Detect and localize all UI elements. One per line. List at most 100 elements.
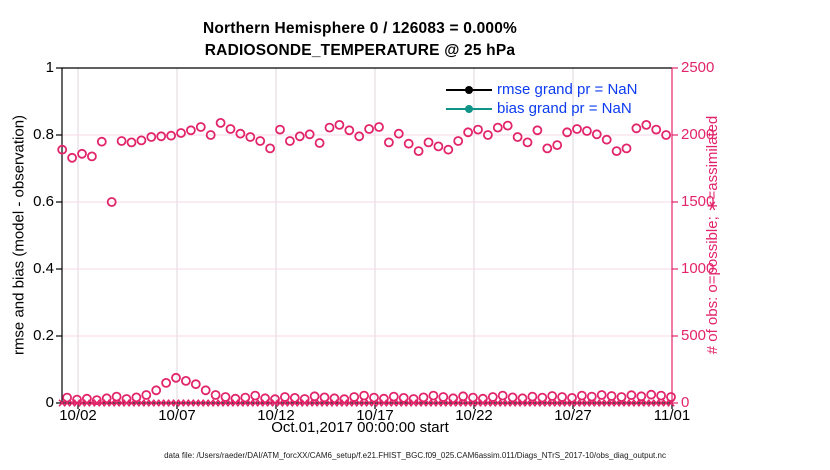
data-point-possible — [621, 143, 632, 154]
data-point-possible — [62, 392, 72, 403]
data-point-possible — [661, 130, 671, 140]
data-point-possible — [195, 122, 206, 132]
data-point-possible — [324, 122, 335, 133]
x-tick-label: 10/22 — [455, 407, 493, 424]
data-point-possible — [87, 151, 97, 162]
data-point-possible — [334, 120, 345, 130]
data-point-possible — [453, 136, 464, 146]
data-point-possible — [552, 140, 563, 151]
data-point-possible — [240, 392, 251, 403]
left-y-tick-label: 0.6 — [33, 193, 54, 210]
data-point-possible — [557, 392, 567, 402]
x-axis-label: Oct.01,2017 00:00:00 start — [271, 419, 449, 436]
data-point-possible — [383, 137, 394, 148]
data-point-possible — [364, 124, 375, 134]
left-y-tick-label: 0.2 — [33, 327, 54, 344]
left-y-tick-label: 0 — [45, 394, 54, 411]
data-point-possible — [666, 392, 676, 402]
data-point-possible — [403, 138, 414, 149]
legend: rmse grand pr = NaN bias grand pr = NaN — [446, 80, 637, 118]
right-y-tick-label: 2500 — [681, 59, 715, 76]
data-point-possible — [423, 137, 434, 148]
data-point-possible — [577, 390, 587, 401]
chart-title: Northern Hemisphere 0 / 126083 = 0.000% — [202, 20, 518, 37]
data-point-possible — [502, 120, 513, 131]
data-point-possible — [106, 197, 117, 207]
data-point-possible — [433, 141, 444, 152]
data-point-possible — [67, 152, 77, 163]
data-point-possible — [141, 390, 152, 400]
data-file-path: data file: /Users/raeder/DAI/ATM_forcXX/… — [164, 451, 666, 460]
data-point-possible — [532, 125, 543, 136]
data-point-possible — [492, 122, 503, 133]
data-point-possible — [562, 127, 572, 138]
data-point-possible — [156, 131, 167, 142]
data-point-possible — [359, 390, 370, 401]
data-point-possible — [314, 138, 325, 148]
data-point-possible — [586, 391, 597, 402]
data-point-possible — [185, 125, 196, 136]
data-point-possible — [468, 392, 478, 403]
right-y-tick-label: 1500 — [681, 193, 715, 210]
data-point-possible — [200, 385, 211, 396]
legend-label-rmse: rmse grand pr = NaN — [497, 81, 638, 98]
data-point-possible — [344, 125, 355, 136]
data-point-possible — [398, 392, 409, 403]
data-point-possible — [146, 132, 157, 142]
x-tick-label: 10/07 — [158, 407, 196, 424]
data-point-possible — [166, 130, 177, 141]
data-point-possible — [284, 136, 295, 146]
data-point-possible — [126, 137, 137, 148]
legend-label-bias: bias grand pr = NaN — [497, 100, 632, 117]
data-point-possible — [319, 392, 330, 403]
axes-box — [61, 67, 673, 404]
data-point-possible — [473, 124, 483, 135]
tick-marks — [56, 67, 678, 409]
data-point-possible — [636, 391, 647, 402]
data-point-possible — [596, 390, 607, 400]
data-point-possible — [279, 392, 290, 402]
data-point-possible — [482, 130, 493, 140]
data-point-possible — [116, 136, 127, 146]
data-point-possible — [265, 143, 276, 154]
data-point-possible — [131, 392, 142, 403]
data-point-possible — [176, 128, 186, 138]
left-y-tick-label: 1 — [45, 59, 54, 76]
data-point-possible — [651, 124, 662, 135]
data-point-possible — [522, 137, 533, 148]
data-point-possible — [413, 146, 424, 157]
right-y-tick-label: 0 — [681, 394, 690, 411]
x-tick-label: 10/02 — [59, 407, 97, 424]
data-point-possible — [255, 136, 266, 146]
data-point-possible — [57, 144, 68, 155]
right-y-tick-label: 2000 — [681, 126, 715, 143]
rmse-line-sample — [446, 85, 492, 94]
data-point-possible — [210, 390, 221, 400]
data-point-possible — [463, 127, 474, 138]
data-point-possible — [374, 122, 384, 132]
data-point-possible — [77, 148, 87, 159]
data-point-possible — [304, 129, 315, 140]
data-point-possible — [626, 390, 637, 401]
data-point-possible — [527, 391, 538, 402]
data-point-possible — [91, 395, 102, 406]
data-point-possible — [547, 391, 558, 401]
data-point-assimilated — [667, 399, 675, 407]
data-point-possible — [245, 132, 256, 142]
right-axis-label: # of obs: o=possible; ∗=assimilated — [704, 115, 721, 355]
data-point-possible — [354, 131, 365, 142]
right-y-tick-label: 500 — [681, 327, 707, 344]
legend-row-rmse: rmse grand pr = NaN — [446, 80, 637, 99]
data-point-possible — [582, 126, 592, 136]
data-point-possible — [507, 392, 518, 403]
data-point-possible — [428, 390, 439, 401]
data-point-possible — [205, 130, 216, 140]
data-point-possible — [631, 123, 642, 134]
data-point-possible — [393, 128, 404, 139]
data-point-possible — [96, 136, 107, 147]
data-point-possible — [537, 392, 548, 403]
data-point-possible — [215, 118, 226, 128]
data-point-possible — [225, 124, 236, 134]
